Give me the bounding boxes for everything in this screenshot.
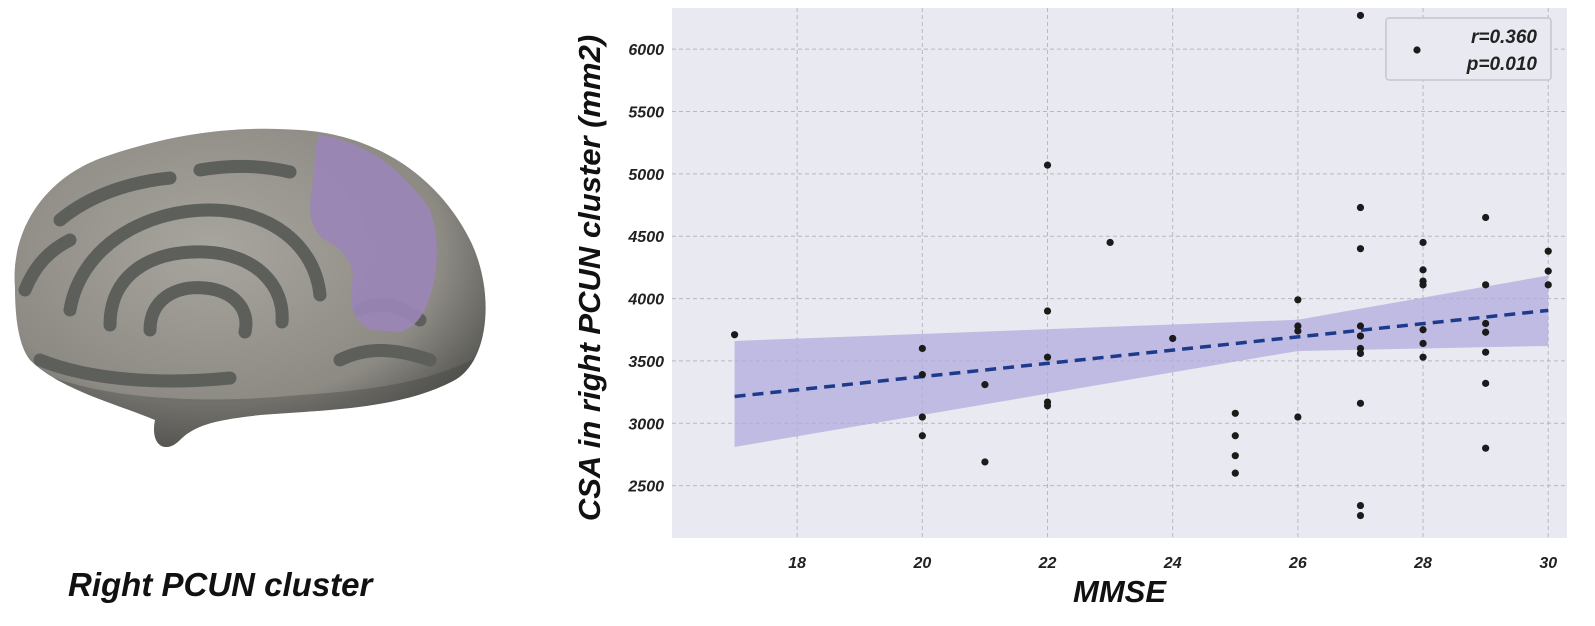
data-point xyxy=(1043,307,1052,315)
data-point xyxy=(1482,328,1490,336)
data-point xyxy=(1231,409,1239,417)
data-point xyxy=(1043,161,1052,169)
y-tick-label: 2500 xyxy=(627,479,664,496)
data-point xyxy=(1356,349,1365,358)
data-point xyxy=(1043,402,1052,410)
data-point xyxy=(1231,452,1239,460)
y-tick-label: 5500 xyxy=(628,105,664,122)
data-point xyxy=(1294,296,1302,304)
data-point xyxy=(1419,281,1427,289)
legend: r=0.360 p=0.010 xyxy=(1385,17,1552,81)
data-point xyxy=(1482,281,1490,289)
x-tick-label: 24 xyxy=(1163,555,1182,572)
x-tick-label: 30 xyxy=(1539,555,1557,572)
y-tick-label: 5000 xyxy=(628,167,664,184)
data-point xyxy=(1482,348,1490,356)
data-point xyxy=(1419,353,1427,361)
tick-labels: 18 20 22 24 26 28 30 2500 3000 3500 4000 4500 5000 55… xyxy=(627,42,1557,572)
sulcus xyxy=(143,281,253,339)
sulcus xyxy=(63,203,327,317)
data-point xyxy=(1231,432,1239,440)
data-point xyxy=(1356,344,1365,353)
legend-marker xyxy=(1413,46,1421,54)
y-tick-label: 3000 xyxy=(628,416,664,433)
y-axis-label: CSA in right PCUN cluster (mm2) xyxy=(572,35,607,521)
fit-line-layer xyxy=(734,308,1549,399)
points-layer xyxy=(730,11,1552,520)
data-point xyxy=(981,458,989,466)
sulcus xyxy=(53,171,177,227)
data-point xyxy=(1231,469,1239,477)
sulcus xyxy=(18,233,77,297)
legend-r-value: r=0.360 xyxy=(1471,27,1537,48)
data-point xyxy=(1043,353,1052,361)
data-point xyxy=(1544,281,1552,289)
grid xyxy=(672,8,1567,538)
data-point xyxy=(1294,327,1302,335)
legend-box xyxy=(1385,17,1552,81)
y-tick-label: 4500 xyxy=(627,229,664,246)
brain-bottom-shadow xyxy=(15,350,486,448)
data-point xyxy=(1482,444,1490,452)
data-point xyxy=(1356,511,1365,520)
x-tick-label: 20 xyxy=(912,555,931,572)
x-tick-label: 22 xyxy=(1038,555,1057,572)
data-point xyxy=(1544,247,1552,255)
pcun-cluster-region xyxy=(310,135,437,332)
confidence-band-layer xyxy=(734,275,1549,447)
legend-p-value: p=0.010 xyxy=(1466,54,1538,75)
sulcus xyxy=(333,344,437,367)
x-tick-label: 26 xyxy=(1288,555,1307,572)
data-point xyxy=(1482,319,1490,328)
scatter-chart: 18 20 22 24 26 28 30 2500 3000 3500 4000 4500 5000 55… xyxy=(572,8,1567,609)
data-point xyxy=(1419,238,1427,247)
data-point xyxy=(1419,266,1427,274)
data-point xyxy=(1294,322,1302,330)
data-point xyxy=(730,331,739,339)
data-point xyxy=(1482,379,1490,387)
y-tick-label: 4000 xyxy=(627,292,664,309)
x-axis-label: MMSE xyxy=(1073,574,1167,609)
confidence-band xyxy=(734,275,1549,447)
brain-caption: Right PCUN cluster xyxy=(68,566,373,603)
data-point xyxy=(918,344,926,353)
data-point xyxy=(1356,11,1365,20)
data-point xyxy=(1356,399,1365,407)
data-point xyxy=(1169,334,1177,343)
data-point xyxy=(1356,245,1365,253)
data-point xyxy=(1419,339,1427,348)
brain-panel: Right PCUN cluster xyxy=(0,0,560,626)
data-point xyxy=(918,413,926,421)
plot-area xyxy=(672,8,1567,538)
data-point xyxy=(1294,413,1302,421)
data-point xyxy=(1419,326,1427,334)
y-tick-label: 3500 xyxy=(628,354,664,371)
sulcus xyxy=(33,353,237,388)
data-point xyxy=(1106,238,1114,247)
data-point xyxy=(1356,332,1365,340)
data-point xyxy=(981,381,989,389)
data-point xyxy=(918,371,926,379)
sulcus xyxy=(193,159,297,179)
data-point xyxy=(1356,322,1365,330)
data-point xyxy=(1482,213,1490,222)
data-point xyxy=(1356,203,1365,212)
data-point xyxy=(1544,267,1552,275)
y-tick-label: 6000 xyxy=(628,42,664,59)
brain-surface-image xyxy=(14,128,486,448)
x-tick-label: 18 xyxy=(788,555,806,572)
data-point xyxy=(918,432,926,440)
data-point xyxy=(1356,501,1365,510)
sulcus xyxy=(103,245,289,332)
x-tick-label: 28 xyxy=(1413,555,1432,572)
regression-line xyxy=(734,308,1549,399)
